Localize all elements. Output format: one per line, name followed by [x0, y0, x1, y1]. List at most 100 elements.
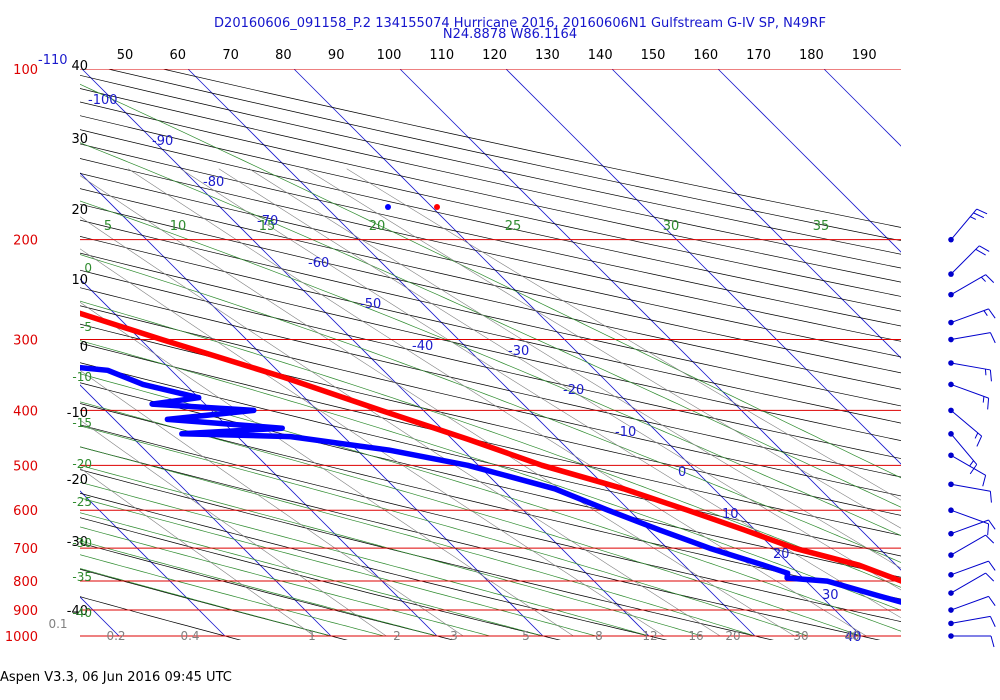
dry-adiabat-line [80, 129, 901, 312]
isotherm-line [0, 69, 13, 636]
dry-adiabat-line [80, 188, 901, 374]
wind-barbs [948, 208, 996, 648]
wind-barb [948, 560, 996, 578]
isotherm-line [717, 69, 901, 253]
mixing-ratio-label: 0.1 [48, 617, 67, 631]
mixing-ratio-line [346, 168, 901, 501]
mixing-ratio-line [80, 216, 721, 637]
isotherm-line [80, 278, 438, 637]
isotherm-label: -10 [615, 425, 636, 440]
chart-title-line2: N24.8878 W86.1164 [442, 27, 578, 42]
top-tick-label: 150 [641, 48, 666, 63]
wind-barb-flag [976, 435, 983, 447]
dry-adiabat-label: 40 [71, 59, 88, 74]
moist-adiabat-line [80, 200, 901, 536]
wind-barb [948, 534, 995, 558]
mixing-ratio-label: 1 [308, 629, 316, 643]
dry-adiabat-line [80, 323, 901, 516]
moist-adiabat-label: -25 [72, 495, 92, 509]
wind-barb-staff [950, 433, 978, 465]
moist-adiabat-line [80, 425, 809, 637]
wind-barb [948, 245, 990, 277]
wind-barb [948, 208, 988, 243]
top-tick-label: 60 [170, 48, 187, 63]
isotherm-label: -80 [203, 175, 224, 190]
dry-adiabat-line [80, 542, 455, 640]
top-tick-label: 100 [377, 48, 402, 63]
pressure-tick-label: 700 [13, 542, 38, 557]
wind-barb-dot [948, 381, 954, 388]
wind-barb-dot [948, 431, 954, 437]
top-tick-label: 80 [275, 48, 292, 63]
wind-barb-flag [974, 432, 979, 439]
wind-barb-dot [948, 572, 954, 578]
isotherm-label: -40 [412, 339, 433, 354]
moist-adiabat-line [80, 401, 862, 637]
wind-barb-flag [980, 276, 986, 282]
moist-adiabat-line [80, 540, 438, 637]
isotherm-line [399, 69, 901, 571]
dry-adiabat-line [80, 403, 901, 600]
wind-barb-dot [948, 336, 954, 343]
top-tick-label: 160 [693, 48, 718, 63]
dry-adiabat-line [80, 287, 901, 478]
top-tick-label: 180 [799, 48, 824, 63]
wind-barb-dot [948, 271, 954, 277]
dry-adiabat-line [162, 69, 901, 228]
moist-adiabat-line [80, 340, 901, 611]
top-tick-label: 110 [429, 48, 454, 63]
dry-adiabat-line [80, 362, 901, 557]
wind-barb-staff [950, 245, 980, 275]
wind-barb-staff [950, 615, 991, 624]
mixing-ratio-label: 2 [393, 629, 401, 643]
wind-barb-staff [950, 560, 989, 576]
wind-barb-staff [950, 595, 989, 611]
dry-adiabat-label: -30 [67, 535, 88, 550]
moist-adiabat-line [80, 300, 901, 588]
dry-adiabat-line [80, 219, 901, 407]
wind-barb-dot [948, 481, 954, 488]
isotherm-line [80, 490, 226, 637]
wind-barb-flag [989, 616, 996, 627]
dry-adiabat-line [80, 469, 774, 640]
isotherm-label: -50 [360, 297, 381, 312]
wind-barb-flag [989, 332, 996, 344]
wind-barb [948, 595, 996, 613]
isotherm-label: -100 [88, 93, 118, 108]
isotherm-line [81, 69, 650, 637]
moist-adiabat-top-label: 10 [170, 219, 187, 234]
mixing-ratio-line [305, 168, 901, 529]
wind-barb-staff [950, 572, 986, 594]
wind-barb-flag [982, 396, 985, 403]
moist-adiabat-label: -5 [80, 320, 92, 334]
moist-adiabat-label: 0 [84, 261, 92, 275]
dry-adiabat-line [80, 492, 668, 640]
mixing-ratio-line [80, 301, 574, 637]
moist-adiabat-label: -40 [72, 606, 92, 620]
moist-adiabat-line [80, 142, 901, 508]
dry-adiabat-label: -40 [67, 604, 88, 619]
pressure-tick-label: 100 [13, 63, 38, 78]
moist-adiabat-label: -10 [72, 370, 92, 384]
moist-adiabat-line [80, 83, 901, 479]
isotherm-label: -30 [508, 344, 529, 359]
moist-adiabat-top-label: 15 [259, 219, 276, 234]
profile-traces [80, 310, 901, 605]
dry-adiabat-line [80, 172, 901, 358]
isotherm-line [505, 69, 901, 465]
isotherm-label: -60 [308, 256, 329, 271]
wind-barb-flag [990, 635, 995, 648]
mixing-ratio-label: 16 [688, 629, 703, 643]
wind-barb-dot [948, 633, 954, 639]
moist-adiabat-label: -35 [72, 570, 92, 584]
wind-barb-staff [950, 274, 986, 296]
wind-barb [948, 615, 996, 627]
isotherm-label: 0 [678, 465, 686, 480]
dry-adiabat-line [80, 342, 901, 536]
grid-lines [0, 69, 901, 640]
top-tick-label: 140 [588, 48, 613, 63]
wind-barb-flag [969, 460, 974, 466]
wind-barb-staff [950, 519, 989, 535]
dry-adiabat-label: 10 [71, 273, 88, 288]
